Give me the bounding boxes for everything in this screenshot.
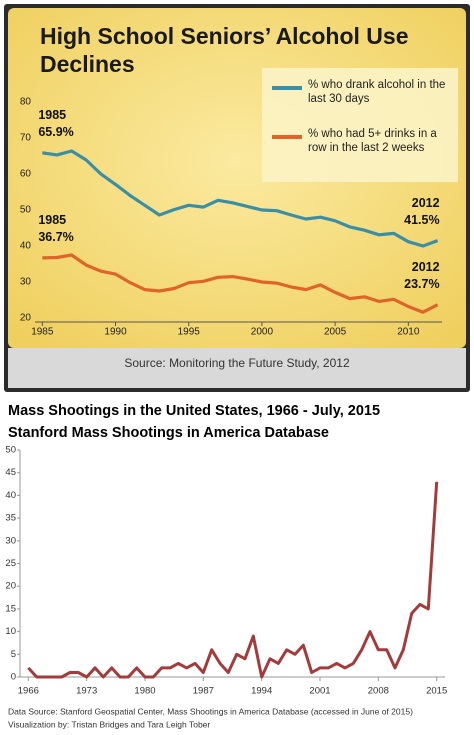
x-tick-label: 2008 — [368, 686, 389, 697]
source-band — [8, 348, 466, 388]
footer: Visualization by: Tristan Bridges and Ta… — [8, 719, 210, 729]
y-tick-label: 70 — [20, 133, 32, 144]
y-tick-label: 40 — [5, 490, 16, 501]
point-year-label: 2012 — [412, 260, 440, 274]
y-tick-label: 60 — [20, 169, 32, 180]
y-tick-label: 10 — [5, 626, 16, 637]
x-tick-label: 1966 — [18, 686, 39, 697]
y-tick-label: 25 — [5, 558, 16, 569]
x-tick-label: 1990 — [104, 327, 127, 338]
x-tick-label: 2005 — [324, 327, 347, 338]
series-line — [42, 149, 439, 248]
chart-title: Mass Shootings in the United States, 196… — [8, 403, 380, 419]
legend-label: % who had 5+ drinks in a row in the last… — [308, 128, 437, 154]
x-tick-label: 2001 — [309, 686, 330, 697]
x-tick-label: 2010 — [397, 327, 420, 338]
point-year-label: 2012 — [412, 196, 440, 210]
y-tick-label: 0 — [11, 672, 16, 683]
x-tick-label: 1995 — [178, 327, 201, 338]
point-year-label: 1985 — [38, 108, 66, 122]
value-label: 36.7% — [38, 230, 73, 244]
value-label: 65.9% — [38, 125, 73, 139]
value-label: 23.7% — [404, 277, 439, 291]
chart-subtitle: Stanford Mass Shootings in America Datab… — [8, 425, 329, 441]
x-tick-label: 1973 — [76, 686, 97, 697]
y-tick-label: 15 — [5, 603, 16, 614]
y-tick-label: 35 — [5, 513, 16, 524]
x-tick-label: 1985 — [31, 327, 54, 338]
value-label: 41.5% — [404, 213, 439, 227]
x-tick-label: 1994 — [251, 686, 272, 697]
chart-title: High School Seniors’ Alcohol Use Decline… — [40, 23, 409, 77]
y-tick-label: 20 — [20, 313, 32, 324]
footer: Data Source: Stanford Geospatial Center,… — [8, 706, 413, 716]
y-tick-label: 30 — [5, 535, 16, 546]
y-tick-label: 40 — [20, 241, 32, 252]
legend-label: % who drank alcohol in the last 30 days — [308, 79, 446, 105]
series-line — [42, 253, 439, 314]
x-tick-label: 1980 — [134, 686, 155, 697]
y-tick-label: 30 — [20, 277, 32, 288]
x-tick-label: 2015 — [426, 686, 447, 697]
y-tick-label: 50 — [20, 205, 32, 216]
y-tick-label: 20 — [5, 581, 16, 592]
y-tick-label: 5 — [11, 649, 16, 660]
y-tick-label: 50 — [5, 445, 16, 456]
x-tick-label: 2000 — [251, 327, 274, 338]
y-tick-label: 45 — [5, 467, 16, 478]
x-tick-label: 1987 — [193, 686, 214, 697]
point-year-label: 1985 — [38, 213, 66, 227]
source: Source: Monitoring the Future Study, 201… — [124, 356, 350, 370]
y-tick-label: 80 — [20, 97, 32, 108]
series-line — [27, 481, 439, 679]
